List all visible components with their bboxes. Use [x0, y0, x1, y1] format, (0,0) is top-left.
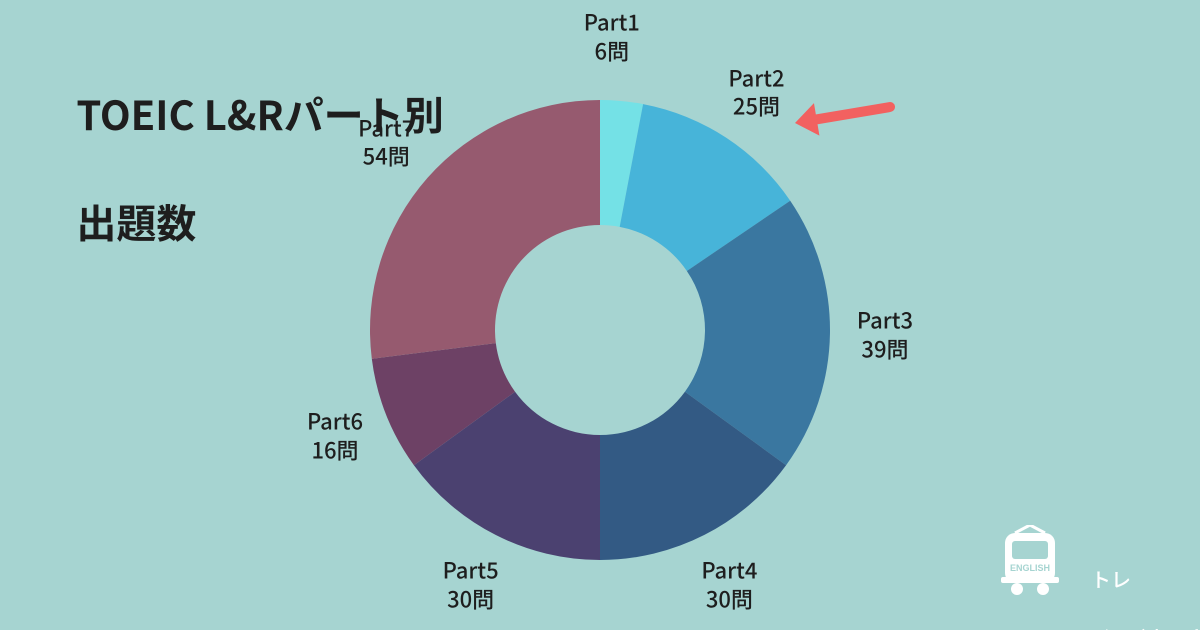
logo-line1: トレ	[1091, 564, 1131, 593]
train-icon: ENGLISH	[995, 525, 1065, 603]
logo-text: トレ インぐりっしゅ	[1073, 535, 1200, 630]
stage: TOEIC L&Rパート別 出題数 Part16問Part225問Part339…	[0, 0, 1200, 630]
logo-line2: インぐりっしゅ	[1091, 622, 1200, 630]
train-word: ENGLISH	[1010, 563, 1050, 573]
